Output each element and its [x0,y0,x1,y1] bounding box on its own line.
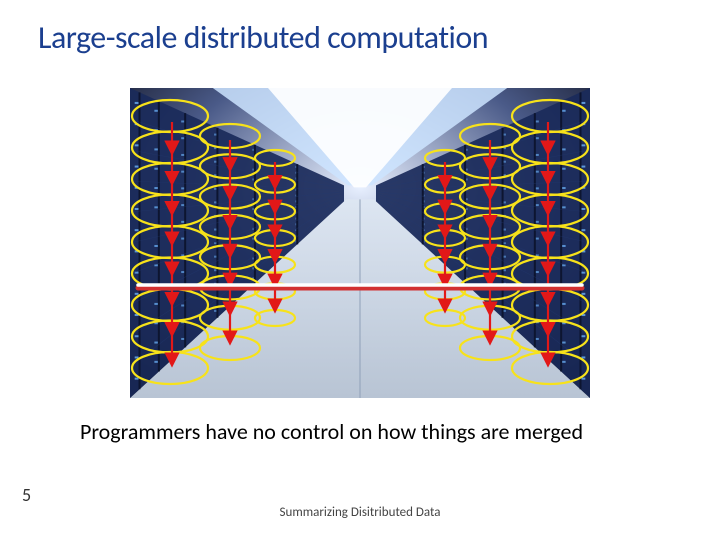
diagram-area [130,88,590,398]
datacenter-diagram [130,88,590,398]
slide-title: Large-scale distributed computation [38,18,488,57]
page-number: 5 [22,484,31,506]
caption-text: Programmers have no control on how thing… [80,418,583,445]
footer-text: Summarizing Disitributed Data [0,505,720,520]
